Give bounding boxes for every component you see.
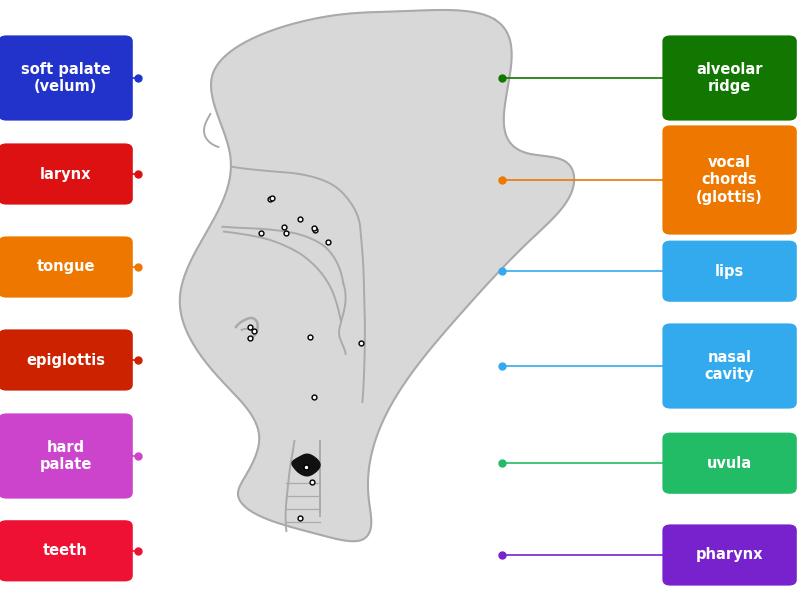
FancyBboxPatch shape bbox=[662, 35, 797, 121]
Text: uvula: uvula bbox=[707, 456, 752, 470]
FancyBboxPatch shape bbox=[0, 329, 133, 391]
FancyBboxPatch shape bbox=[662, 433, 797, 494]
FancyBboxPatch shape bbox=[0, 35, 133, 121]
Text: alveolar
ridge: alveolar ridge bbox=[696, 62, 763, 94]
Text: lips: lips bbox=[715, 263, 744, 278]
Text: tongue: tongue bbox=[36, 259, 95, 274]
Text: pharynx: pharynx bbox=[696, 547, 763, 563]
Text: teeth: teeth bbox=[43, 544, 88, 558]
Text: larynx: larynx bbox=[40, 166, 91, 181]
Polygon shape bbox=[180, 10, 574, 541]
Polygon shape bbox=[292, 454, 320, 476]
FancyBboxPatch shape bbox=[0, 520, 133, 581]
Text: nasal
cavity: nasal cavity bbox=[705, 350, 754, 382]
FancyBboxPatch shape bbox=[662, 241, 797, 302]
FancyBboxPatch shape bbox=[662, 323, 797, 409]
FancyBboxPatch shape bbox=[0, 236, 133, 298]
FancyBboxPatch shape bbox=[662, 524, 797, 586]
Text: epiglottis: epiglottis bbox=[26, 352, 105, 367]
Text: hard
palate: hard palate bbox=[39, 440, 92, 472]
FancyBboxPatch shape bbox=[0, 413, 133, 499]
FancyBboxPatch shape bbox=[662, 125, 797, 235]
FancyBboxPatch shape bbox=[0, 143, 133, 205]
Text: vocal
chords
(glottis): vocal chords (glottis) bbox=[696, 155, 763, 205]
Text: soft palate
(velum): soft palate (velum) bbox=[21, 62, 110, 94]
